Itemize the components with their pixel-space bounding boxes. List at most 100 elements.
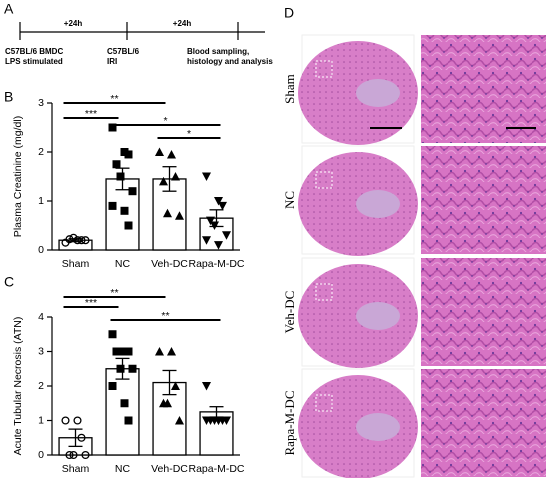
- x-tick-label: NC: [115, 258, 131, 270]
- significance-label: *: [163, 115, 167, 127]
- data-point: [108, 201, 117, 210]
- data-point: [128, 364, 137, 373]
- y-tick-label: 3: [38, 97, 44, 109]
- timeline-interval: +24h: [64, 19, 83, 28]
- data-point: [214, 241, 223, 250]
- timeline-event: IRI: [107, 57, 117, 66]
- y-tick-label: 1: [38, 195, 44, 207]
- data-point: [206, 216, 215, 226]
- error-bar: [68, 428, 83, 448]
- data-point: [77, 236, 86, 245]
- data-point: [65, 235, 74, 244]
- medulla: [356, 79, 400, 107]
- data-point: [69, 233, 78, 242]
- timeline-event: histology and analysis: [187, 57, 273, 66]
- y-axis-label: Plasma Creatinine (mg/dl): [12, 116, 24, 237]
- zoom-box: [315, 283, 333, 301]
- x-tick-label: NC: [115, 463, 131, 475]
- data-point: [155, 147, 164, 156]
- high-mag-image: [421, 369, 546, 477]
- y-tick-label: 4: [38, 311, 44, 323]
- significance-label: **: [161, 310, 169, 322]
- y-tick-label: 2: [38, 380, 44, 392]
- significance-label: *: [187, 128, 191, 140]
- zoom-box: [315, 171, 333, 189]
- data-point: [128, 187, 137, 196]
- data-point: [124, 347, 133, 356]
- data-point: [108, 123, 117, 132]
- medulla: [356, 302, 400, 330]
- data-point: [73, 416, 82, 425]
- data-point: [202, 382, 211, 391]
- y-tick-label: 0: [38, 244, 44, 256]
- data-point: [155, 347, 164, 356]
- y-tick-label: 0: [38, 449, 44, 461]
- data-point: [202, 416, 211, 425]
- data-point: [69, 450, 78, 460]
- data-point: [159, 176, 168, 186]
- data-point: [124, 416, 133, 425]
- data-point: [81, 236, 90, 245]
- error-bar: [162, 369, 177, 396]
- data-point: [77, 433, 86, 442]
- row-label: Rapa-M-DC: [282, 391, 297, 456]
- y-tick-label: 3: [38, 345, 44, 357]
- data-point: [210, 221, 219, 230]
- x-tick-label: Sham: [62, 258, 90, 270]
- data-point: [73, 236, 82, 245]
- high-mag-image: [421, 35, 546, 143]
- panel-label: C: [4, 274, 14, 290]
- timeline-event: C57BL/6 BMDC: [5, 47, 63, 56]
- data-point: [112, 160, 121, 169]
- significance-label: **: [110, 93, 118, 105]
- zoom-box: [315, 394, 333, 412]
- data-point: [222, 416, 231, 425]
- zoom-box: [315, 60, 333, 78]
- panel-label: A: [4, 1, 14, 17]
- timeline-interval: +24h: [173, 19, 192, 28]
- data-point: [120, 399, 129, 408]
- data-point: [175, 416, 184, 425]
- panel-label: D: [284, 5, 294, 21]
- data-point: [61, 416, 70, 425]
- data-point: [112, 347, 121, 356]
- panel-label: B: [4, 89, 13, 105]
- x-tick-label: Sham: [62, 463, 90, 475]
- high-mag-image: [421, 146, 546, 254]
- significance-label: ***: [85, 297, 97, 309]
- data-point: [202, 236, 211, 245]
- x-tick-label: Veh-DC: [151, 463, 188, 475]
- data-point: [108, 330, 117, 339]
- data-point: [163, 398, 172, 408]
- row-label: Sham: [282, 74, 297, 104]
- y-axis-label: Acute Tubular Necrosis (ATN): [12, 317, 24, 456]
- error-bar: [162, 166, 177, 192]
- x-tick-label: Veh-DC: [151, 258, 188, 270]
- data-point: [116, 172, 125, 181]
- y-tick-label: 1: [38, 414, 44, 426]
- data-point: [202, 172, 211, 181]
- significance-label: **: [110, 287, 118, 299]
- significance-label: ***: [85, 108, 97, 120]
- data-point: [171, 172, 180, 181]
- timeline-event: LPS stimulated: [5, 57, 63, 66]
- timeline-event: C57BL/6: [107, 47, 140, 56]
- x-tick-label: Rapa-M-DC: [188, 463, 244, 475]
- y-tick-label: 2: [38, 146, 44, 158]
- data-point: [171, 381, 180, 390]
- data-point: [214, 416, 223, 425]
- data-point: [124, 150, 133, 159]
- data-point: [124, 221, 133, 230]
- data-point: [222, 231, 231, 240]
- data-point: [167, 149, 176, 159]
- timeline-event: Blood sampling,: [187, 47, 249, 56]
- data-point: [167, 347, 176, 356]
- bar: [105, 368, 140, 456]
- data-point: [120, 206, 129, 215]
- x-tick-label: Rapa-M-DC: [188, 258, 244, 270]
- data-point: [65, 450, 74, 460]
- histology-panel: Sham NC Veh-DC Rapa-M-DC: [282, 34, 546, 478]
- data-point: [163, 208, 172, 218]
- data-point: [108, 382, 117, 390]
